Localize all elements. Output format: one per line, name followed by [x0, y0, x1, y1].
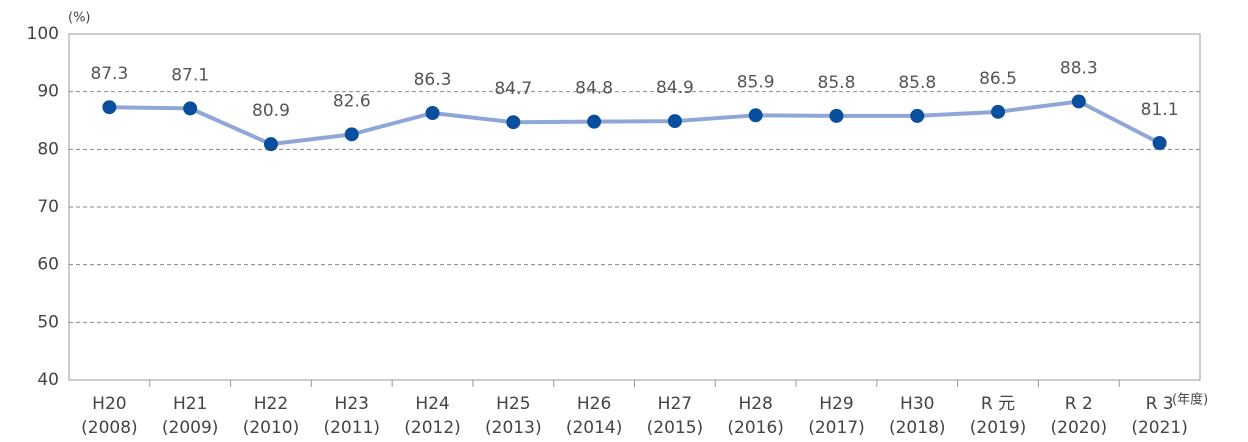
- marker: [183, 101, 198, 116]
- marker: [748, 108, 763, 123]
- line: [109, 99, 1161, 147]
- y-unit: (%): [68, 11, 91, 26]
- x-tick-label: H21: [173, 394, 207, 414]
- x-tick-label: (2008): [81, 418, 138, 438]
- x-tick-label: (2012): [404, 418, 461, 438]
- x-tick-label: (2009): [162, 418, 219, 438]
- data-label: 85.9: [737, 72, 775, 92]
- x-tick-label: (2020): [1051, 418, 1108, 438]
- data-label: 86.5: [979, 69, 1017, 89]
- marker: [667, 114, 682, 129]
- data-label: 87.3: [90, 64, 128, 84]
- data-label: 85.8: [898, 73, 936, 93]
- y-tick-label: 100: [27, 24, 59, 44]
- x-tick-label: (2017): [808, 418, 865, 438]
- data-label: 84.9: [656, 78, 694, 98]
- x-tick-label: H20: [92, 394, 126, 414]
- x-unit: (年度): [1172, 392, 1208, 408]
- x-tick-label: H27: [658, 394, 692, 414]
- x-tick-label: (2016): [727, 418, 784, 438]
- x-tick-label: (2014): [566, 418, 623, 438]
- marker: [910, 108, 925, 123]
- y-tick-label: 80: [37, 139, 59, 159]
- marker: [587, 114, 602, 129]
- data-label: 82.6: [333, 91, 371, 111]
- data-label: 87.1: [171, 65, 209, 85]
- data-label: 84.7: [494, 79, 532, 99]
- y-tick-label: 60: [37, 255, 59, 275]
- x-tick-label: R 2: [1065, 394, 1093, 414]
- y-tick-label: 70: [37, 197, 59, 217]
- x-tick-label: H24: [415, 394, 449, 414]
- y-tick-label: 90: [37, 82, 59, 102]
- marker: [1152, 135, 1167, 150]
- data-label: 86.3: [414, 70, 452, 90]
- x-tick-label: (2013): [485, 418, 542, 438]
- y-tick-label: 40: [37, 370, 59, 390]
- x-tick-label: H22: [254, 394, 288, 414]
- x-tick-label: R 3: [1146, 394, 1174, 414]
- data-label: 85.8: [818, 73, 856, 93]
- x-tick-label: (2010): [243, 418, 300, 438]
- data-label: 81.1: [1141, 100, 1179, 120]
- marker: [425, 106, 440, 121]
- x-tick-label: (2015): [647, 418, 704, 438]
- x-tick-label: R 元: [981, 394, 1015, 414]
- marker: [102, 100, 117, 115]
- marker: [506, 115, 521, 130]
- x-tick-label: H29: [819, 394, 853, 414]
- data-label: 84.8: [575, 79, 613, 99]
- x-tick-label: (2011): [323, 418, 380, 438]
- x-tick-label: (2019): [970, 418, 1027, 438]
- x-tick-label: H30: [900, 394, 934, 414]
- marker: [263, 137, 278, 152]
- data-label: 80.9: [252, 101, 290, 121]
- marker: [344, 127, 359, 142]
- x-tick-label: (2021): [1131, 418, 1188, 438]
- x-tick-label: H23: [335, 394, 369, 414]
- x-tick-label: H28: [738, 394, 772, 414]
- marker: [829, 108, 844, 123]
- x-tick-label: H25: [496, 394, 530, 414]
- x-tick-label: H26: [577, 394, 611, 414]
- data-label: 88.3: [1060, 58, 1098, 78]
- marker: [991, 104, 1006, 119]
- x-tick-label: (2018): [889, 418, 946, 438]
- y-tick-label: 50: [37, 312, 59, 332]
- marker: [1071, 94, 1086, 109]
